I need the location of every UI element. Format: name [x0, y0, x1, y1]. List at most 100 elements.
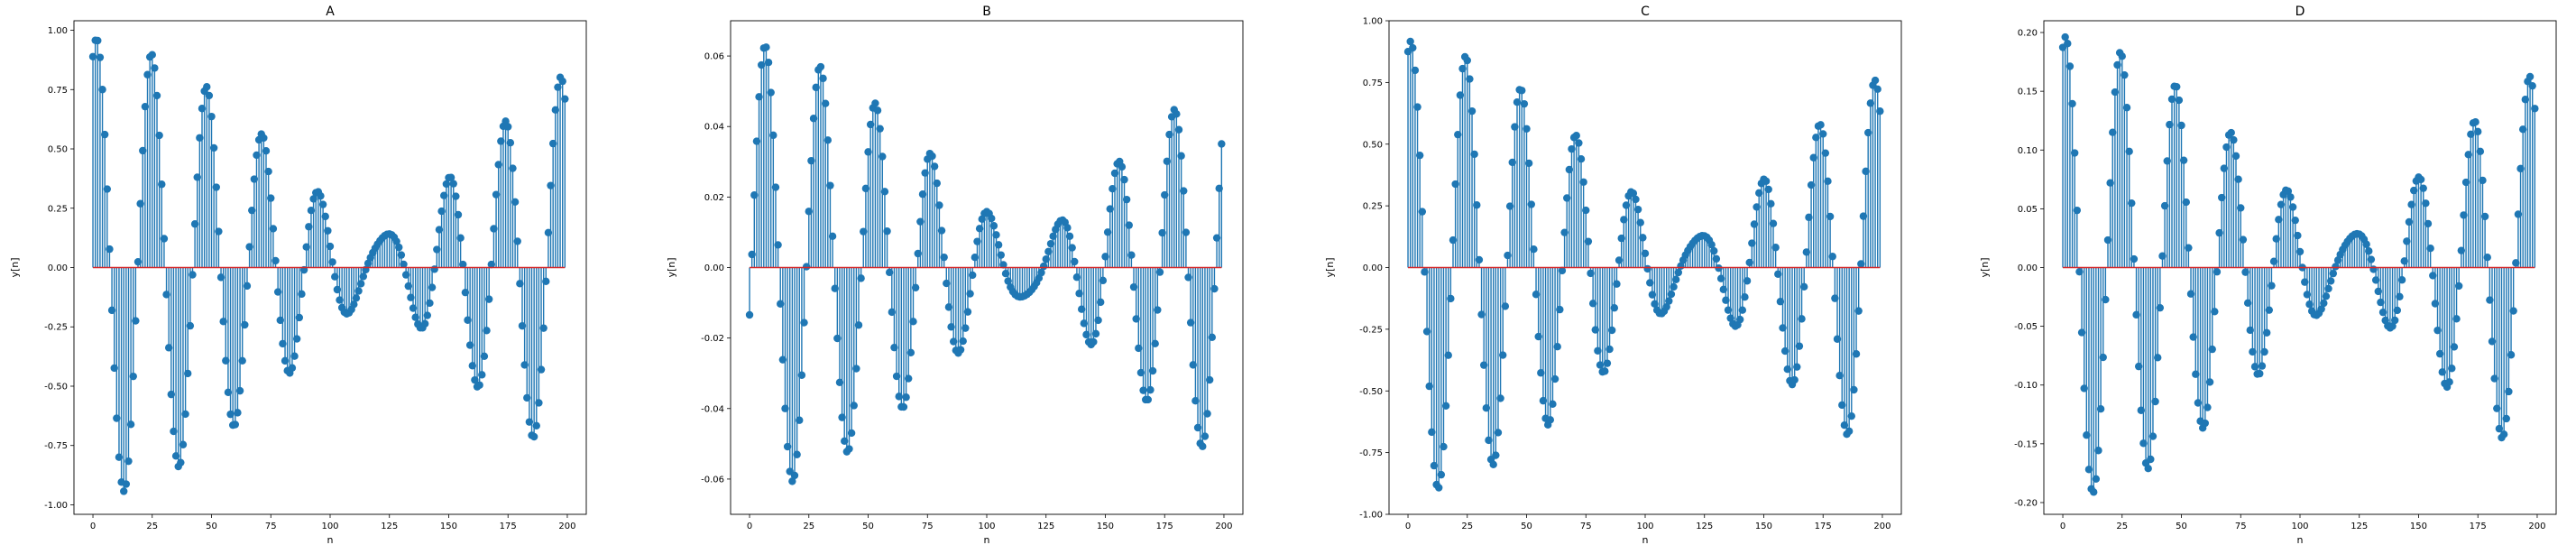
stem-marker	[2480, 212, 2489, 221]
stem-marker	[2092, 475, 2101, 483]
stem-marker	[745, 310, 754, 319]
y-tick-label: -0.20	[2014, 498, 2038, 508]
stem-marker	[1489, 460, 1497, 469]
x-tick-label: 75	[922, 522, 934, 531]
x-axis-label: n	[2297, 534, 2304, 545]
y-tick-label: 0.00	[48, 263, 68, 273]
y-tick-label: 0.02	[704, 193, 724, 203]
stem-marker	[997, 251, 1005, 259]
stem-marker	[397, 251, 406, 259]
stem-marker	[796, 416, 804, 424]
stem-marker	[94, 36, 102, 45]
x-tick-label: 75	[265, 522, 277, 531]
stem-marker	[2156, 303, 2165, 312]
stem-marker	[2367, 255, 2376, 263]
y-tick-label: 0.00	[704, 263, 724, 273]
stem-marker	[179, 440, 188, 448]
y-tick-label: -0.05	[2014, 322, 2038, 332]
stem-marker	[426, 299, 434, 308]
stem-marker	[264, 167, 272, 176]
stem-marker	[2419, 184, 2427, 192]
y-tick-label: -0.75	[44, 441, 68, 451]
stem-marker	[1180, 187, 1188, 195]
stem-marker	[933, 179, 941, 188]
stem-marker	[212, 183, 220, 191]
stem-marker	[452, 192, 460, 200]
stem-marker	[2505, 387, 2513, 396]
stem-marker	[1670, 282, 1678, 291]
stem-marker	[1523, 125, 1531, 133]
stem-marker	[937, 226, 946, 235]
x-tick-label: 100	[978, 522, 995, 531]
stem-marker	[959, 337, 967, 346]
stem-marker	[880, 188, 889, 196]
x-tick-label: 25	[1461, 522, 1473, 531]
stem-marker	[906, 348, 915, 356]
stem-marker	[1203, 410, 1211, 418]
stem-marker	[769, 131, 777, 140]
stem-marker	[1850, 385, 1858, 394]
stem-marker	[966, 290, 974, 298]
stem-marker	[1572, 132, 1580, 140]
stem-marker	[350, 300, 358, 309]
stem-marker	[148, 51, 156, 59]
stem-marker	[189, 271, 197, 279]
stem-marker	[2179, 156, 2188, 164]
stem-marker	[2324, 284, 2332, 293]
stem-marker	[1470, 150, 1478, 159]
stem-marker	[823, 136, 833, 144]
x-tick-label: 0	[747, 522, 752, 531]
stem-marker	[2064, 40, 2072, 48]
stem-marker	[1118, 162, 1127, 171]
stem-marker	[857, 274, 865, 282]
stem-marker	[1735, 315, 1744, 324]
stem-marker	[2256, 369, 2264, 378]
stem-marker	[1632, 195, 1640, 204]
stem-marker	[1550, 374, 1559, 383]
stem-marker	[1662, 302, 1670, 311]
stem-marker	[1633, 205, 1642, 214]
stem-marker	[1762, 177, 1771, 185]
stem-marker	[850, 402, 858, 410]
stem-marker	[1575, 139, 1583, 147]
stem-marker	[1146, 385, 1155, 394]
stem-marker	[124, 457, 133, 466]
y-tick-label: 0.00	[1363, 263, 1383, 273]
stem-marker	[2237, 204, 2245, 212]
stem-marker	[793, 450, 801, 458]
stem-marker	[1125, 221, 1133, 229]
stem-marker	[1173, 110, 1181, 118]
x-tick-label: 125	[1037, 522, 1054, 531]
stem-marker	[994, 241, 1003, 249]
stem-marker	[1435, 484, 1443, 492]
stem-series	[745, 43, 1226, 485]
stem-marker	[788, 477, 796, 485]
stem-marker	[158, 180, 166, 189]
stem-marker	[2291, 216, 2299, 225]
stem-marker	[2102, 295, 2110, 304]
x-tick-label: 150	[2410, 522, 2427, 531]
stem-marker	[1090, 337, 1098, 346]
stem-marker	[2471, 118, 2479, 126]
stem-marker	[1636, 218, 1644, 226]
x-tick-label: 25	[803, 522, 814, 531]
stem-marker	[1208, 333, 1217, 341]
stem-marker	[2329, 269, 2338, 278]
stem-marker	[1413, 103, 1421, 111]
stem-marker	[2528, 81, 2536, 90]
x-tick-label: 0	[2060, 522, 2065, 531]
stem-marker	[529, 432, 538, 441]
stem-marker	[2061, 32, 2069, 42]
stem-marker	[2474, 127, 2482, 136]
y-tick-label: 0.50	[1363, 140, 1383, 150]
stem-marker	[1613, 280, 1621, 288]
stem-marker	[1671, 275, 1680, 284]
stem-marker	[475, 381, 483, 389]
stem-marker	[1177, 152, 1185, 160]
stem-marker	[899, 402, 908, 411]
stem-marker	[902, 393, 910, 402]
stem-marker	[2073, 206, 2082, 215]
y-tick-label: 1.00	[48, 26, 68, 36]
stem-marker	[1440, 442, 1448, 451]
stem-marker	[771, 183, 780, 191]
